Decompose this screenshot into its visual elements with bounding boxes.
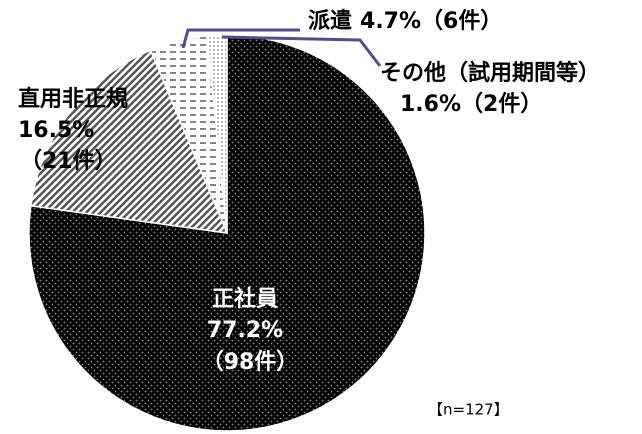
slice-label: 直用非正規 xyxy=(18,86,128,112)
slice-label: 正社員 xyxy=(212,286,278,312)
count-label: （21件） xyxy=(20,149,117,174)
value-label: 16.5% xyxy=(18,118,94,143)
slice-pattern xyxy=(30,49,229,234)
leader-line xyxy=(181,28,300,49)
slice-label: その他（試用期間等） xyxy=(380,60,600,86)
leader-line xyxy=(221,35,382,67)
category: 派遣 xyxy=(308,9,352,34)
value-label: 1.6% xyxy=(400,92,461,117)
value-label: 77.2% xyxy=(207,318,283,343)
slice-label: 派遣 4.7%（6件） xyxy=(308,9,502,34)
slice-label: 1.6%（2件） xyxy=(400,92,542,117)
pie xyxy=(28,34,426,432)
value-label: 4.7% xyxy=(360,9,421,34)
count-label: （2件） xyxy=(461,92,542,117)
note: 【n=127】 xyxy=(428,401,509,419)
count-label: （98件） xyxy=(202,350,299,375)
count-label: （6件） xyxy=(421,9,502,34)
slice-pattern xyxy=(206,34,228,234)
